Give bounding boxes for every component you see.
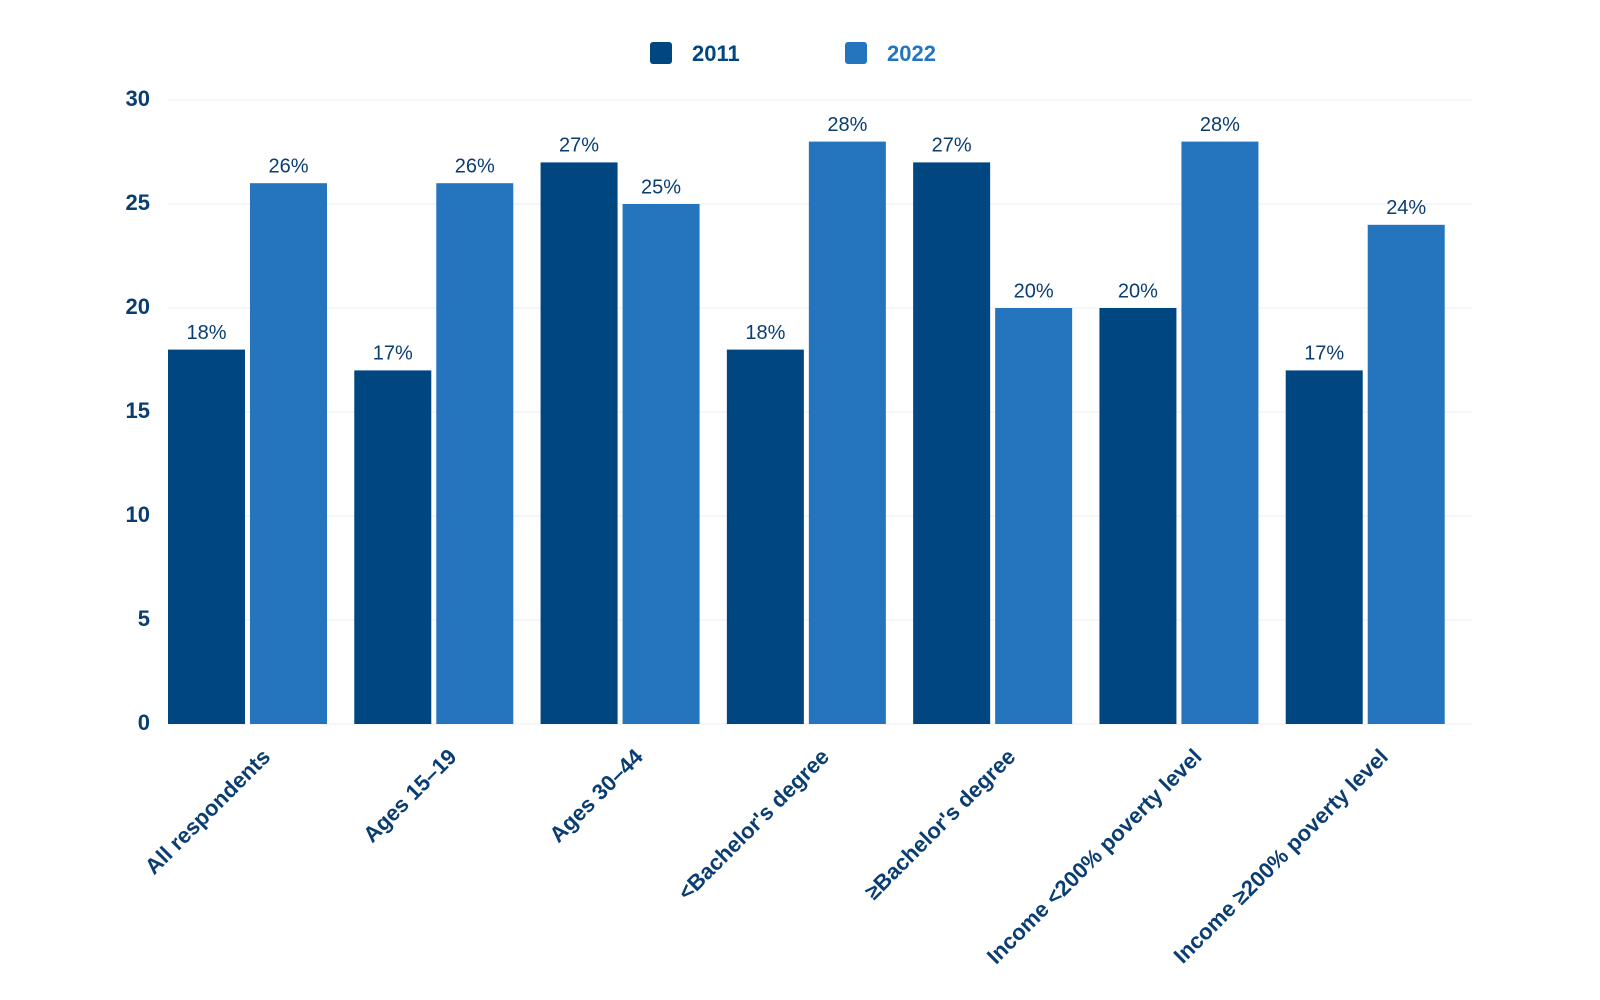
bar	[540, 162, 618, 724]
y-tick-label: 25	[126, 190, 150, 215]
value-label: 26%	[268, 155, 308, 177]
y-tick-label: 15	[126, 398, 150, 423]
x-tick-label: <Bachelor's degree	[673, 744, 834, 905]
value-label: 27%	[932, 135, 972, 157]
x-tick-label: ≥Bachelor's degree	[860, 744, 1020, 904]
bar	[1285, 370, 1363, 724]
bar	[250, 183, 327, 724]
bar	[913, 162, 991, 724]
y-tick-label: 0	[138, 710, 150, 735]
value-label: 20%	[1014, 280, 1054, 302]
bar	[1367, 224, 1445, 725]
y-tick-label: 30	[126, 86, 150, 111]
legend-swatch	[650, 42, 672, 64]
value-label: 26%	[455, 155, 495, 177]
bar	[1181, 141, 1259, 725]
bar	[808, 141, 886, 725]
value-label: 27%	[559, 135, 599, 157]
value-label: 20%	[1118, 280, 1158, 302]
value-label: 28%	[1200, 114, 1240, 136]
x-tick-label: Income <200% poverty level	[982, 744, 1207, 969]
bar	[995, 308, 1073, 724]
value-label: 18%	[745, 322, 785, 344]
bar	[436, 183, 514, 724]
y-tick-label: 20	[126, 294, 150, 319]
y-tick-label: 10	[126, 502, 150, 527]
value-label: 18%	[186, 322, 226, 344]
x-tick-label: Ages 30–44	[544, 743, 648, 847]
bar	[1099, 308, 1177, 724]
value-label: 17%	[1304, 343, 1344, 365]
legend-label: 2022	[887, 41, 936, 66]
x-tick-label: Income ≥200% poverty level	[1169, 744, 1393, 968]
x-tick-label: All respondents	[140, 744, 275, 879]
bar	[354, 370, 432, 724]
value-label: 28%	[827, 114, 867, 136]
bar	[726, 349, 804, 724]
x-tick-label: Ages 15–19	[358, 744, 461, 847]
bar	[622, 204, 700, 724]
y-tick-label: 5	[138, 606, 150, 631]
legend-swatch	[845, 42, 867, 64]
legend-label: 2011	[692, 41, 740, 66]
value-label: 24%	[1386, 197, 1426, 219]
bar	[168, 349, 245, 724]
value-label: 25%	[641, 176, 681, 198]
value-label: 17%	[373, 343, 413, 365]
